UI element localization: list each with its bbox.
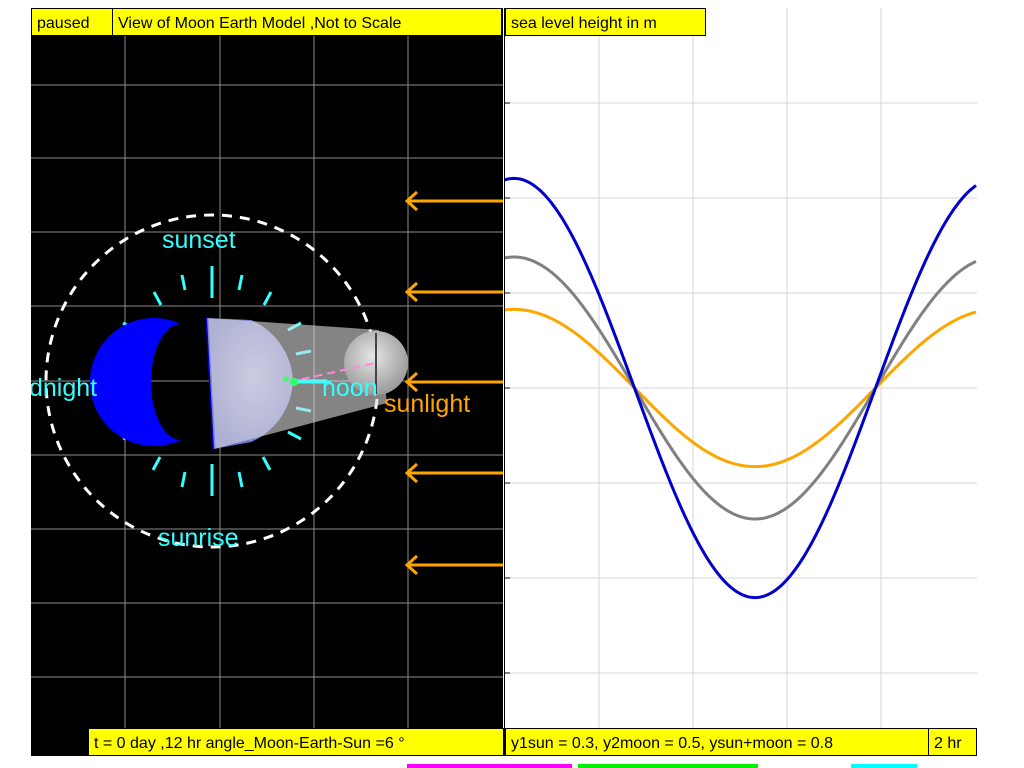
sunrise-label: sunrise bbox=[158, 524, 239, 552]
midnight-label: dnight bbox=[31, 374, 97, 402]
series-line-3 bbox=[503, 176, 977, 600]
swatch-green bbox=[578, 764, 758, 768]
time-axis-label: 2 hr bbox=[928, 728, 977, 756]
status-label[interactable]: paused bbox=[31, 8, 113, 36]
observer-point[interactable] bbox=[290, 378, 298, 386]
chart-title: sea level height in m bbox=[505, 8, 706, 36]
series-line-1 bbox=[503, 307, 977, 469]
sunlight-arrow bbox=[404, 554, 503, 576]
grid bbox=[31, 8, 503, 756]
sunlight-arrows bbox=[404, 190, 503, 576]
series-line-2 bbox=[503, 255, 977, 521]
time-angle-info: t = 0 day ,12 hr angle_Moon-Earth-Sun =6… bbox=[88, 728, 504, 756]
noon-label: noon bbox=[322, 374, 378, 402]
sea-level-chart[interactable] bbox=[503, 8, 977, 756]
sunset-label: sunset bbox=[162, 226, 236, 254]
moon-earth-canvas[interactable]: * sunset sunrise dnight noon sunlight bbox=[29, 8, 503, 756]
sea-level-readout: y1sun = 0.3, y2moon = 0.5, ysun+moon = 0… bbox=[505, 728, 934, 756]
moon-direction-line bbox=[288, 362, 377, 383]
night-crescent bbox=[89, 318, 181, 446]
series-layer bbox=[503, 176, 977, 600]
sunlight-arrow bbox=[404, 462, 503, 484]
moon-earth-view[interactable]: * sunset sunrise dnight noon sunlight bbox=[29, 8, 503, 756]
sunlight-label: sunlight bbox=[384, 390, 470, 418]
swatch-cyan bbox=[851, 764, 917, 768]
observer-star-icon: * bbox=[282, 372, 290, 394]
chart-grid bbox=[504, 8, 977, 756]
sea-level-plot bbox=[503, 8, 977, 756]
left-view-title: View of Moon Earth Model ,Not to Scale bbox=[112, 8, 502, 36]
sunlight-arrow bbox=[404, 281, 503, 303]
swatch-magenta bbox=[407, 764, 572, 768]
sunlight-arrow bbox=[404, 371, 503, 393]
sunlight-arrow bbox=[404, 190, 503, 212]
